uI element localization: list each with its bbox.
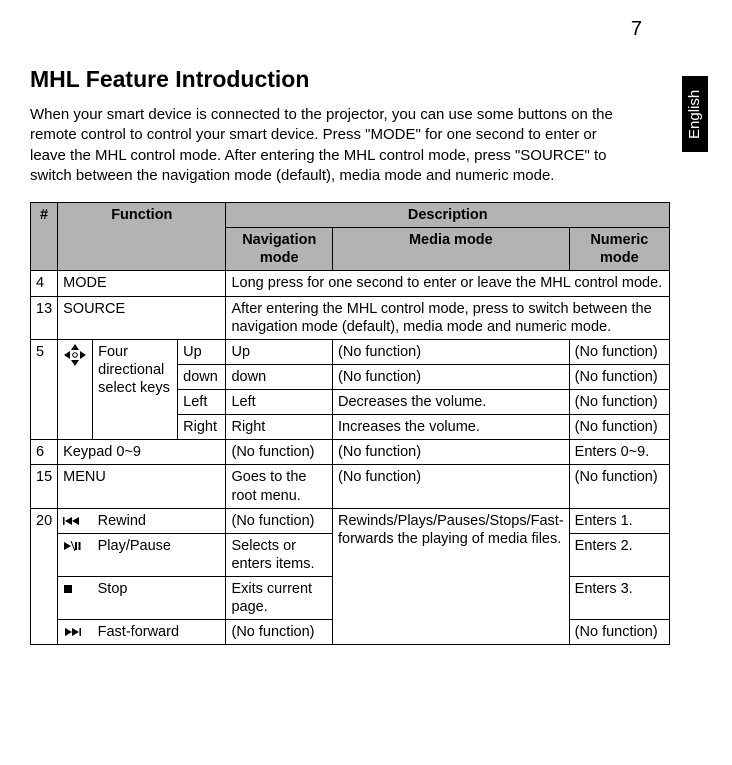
cell-numeric: Enters 1. <box>569 508 669 533</box>
cell-func: Keypad 0~9 <box>58 440 226 465</box>
cell-media: (No function) <box>333 440 570 465</box>
header-function: Function <box>58 203 226 271</box>
mhl-table: # Function Description Navigation mode M… <box>30 202 670 645</box>
header-num: # <box>31 203 58 271</box>
cell-num: 15 <box>31 465 58 508</box>
cell-numeric: (No function) <box>569 415 669 440</box>
cell-media: (No function) <box>333 364 570 389</box>
cell-nav: (No function) <box>226 440 333 465</box>
table-row: 4 MODE Long press for one second to ente… <box>31 271 670 296</box>
cell-numeric: Enters 2. <box>569 533 669 576</box>
cell-numeric: (No function) <box>569 620 669 645</box>
cell-num: 5 <box>31 339 58 440</box>
cell-media: (No function) <box>333 465 570 508</box>
cell-func: MODE <box>58 271 226 296</box>
cell-func: Fast-forward <box>93 620 226 645</box>
cell-numeric: (No function) <box>569 364 669 389</box>
header-media: Media mode <box>333 228 570 271</box>
table-row: 20 Rewind (No function) Rewinds/Plays/Pa… <box>31 508 670 533</box>
cell-nav: Left <box>226 390 333 415</box>
cell-nav: (No function) <box>226 620 333 645</box>
cell-media: Rewinds/Plays/Pauses/Stops/Fast-forwards… <box>333 508 570 645</box>
header-description: Description <box>226 203 670 228</box>
cell-func: Four directional select keys <box>93 339 178 440</box>
fast-forward-icon <box>58 620 93 645</box>
rewind-icon <box>58 508 93 533</box>
play-pause-icon <box>58 533 93 576</box>
cell-func: Play/Pause <box>93 533 226 576</box>
cell-numeric: Enters 0~9. <box>569 440 669 465</box>
cell-nav: down <box>226 364 333 389</box>
cell-nav: Selects or enters items. <box>226 533 333 576</box>
page-title: MHL Feature Introduction <box>30 66 692 93</box>
header-numeric: Numeric mode <box>569 228 669 271</box>
cell-key: Up <box>178 339 226 364</box>
header-nav: Navigation mode <box>226 228 333 271</box>
cell-nav: Exits current page. <box>226 577 333 620</box>
cell-media: Increases the volume. <box>333 415 570 440</box>
directional-icon <box>58 339 93 440</box>
cell-numeric: (No function) <box>569 390 669 415</box>
cell-numeric: Enters 3. <box>569 577 669 620</box>
cell-func: SOURCE <box>58 296 226 339</box>
cell-nav: Goes to the root menu. <box>226 465 333 508</box>
cell-num: 13 <box>31 296 58 339</box>
table-row: 5 Four directional select keys Up Up (No… <box>31 339 670 364</box>
cell-func: Rewind <box>93 508 226 533</box>
language-tab: English <box>682 76 708 152</box>
table-row: 13 SOURCE After entering the MHL control… <box>31 296 670 339</box>
table-row: 15 MENU Goes to the root menu. (No funct… <box>31 465 670 508</box>
cell-media: Decreases the volume. <box>333 390 570 415</box>
table-row: 6 Keypad 0~9 (No function) (No function)… <box>31 440 670 465</box>
cell-desc: After entering the MHL control mode, pre… <box>226 296 670 339</box>
cell-func: Stop <box>93 577 226 620</box>
cell-key: down <box>178 364 226 389</box>
cell-numeric: (No function) <box>569 339 669 364</box>
cell-nav: (No function) <box>226 508 333 533</box>
cell-nav: Right <box>226 415 333 440</box>
cell-key: Right <box>178 415 226 440</box>
cell-func: MENU <box>58 465 226 508</box>
cell-num: 20 <box>31 508 58 645</box>
cell-desc: Long press for one second to enter or le… <box>226 271 670 296</box>
cell-numeric: (No function) <box>569 465 669 508</box>
intro-paragraph: When your smart device is connected to t… <box>30 105 632 186</box>
page-number: 7 <box>631 18 642 41</box>
cell-num: 6 <box>31 440 58 465</box>
cell-num: 4 <box>31 271 58 296</box>
cell-media: (No function) <box>333 339 570 364</box>
cell-nav: Up <box>226 339 333 364</box>
cell-key: Left <box>178 390 226 415</box>
stop-icon <box>58 577 93 620</box>
